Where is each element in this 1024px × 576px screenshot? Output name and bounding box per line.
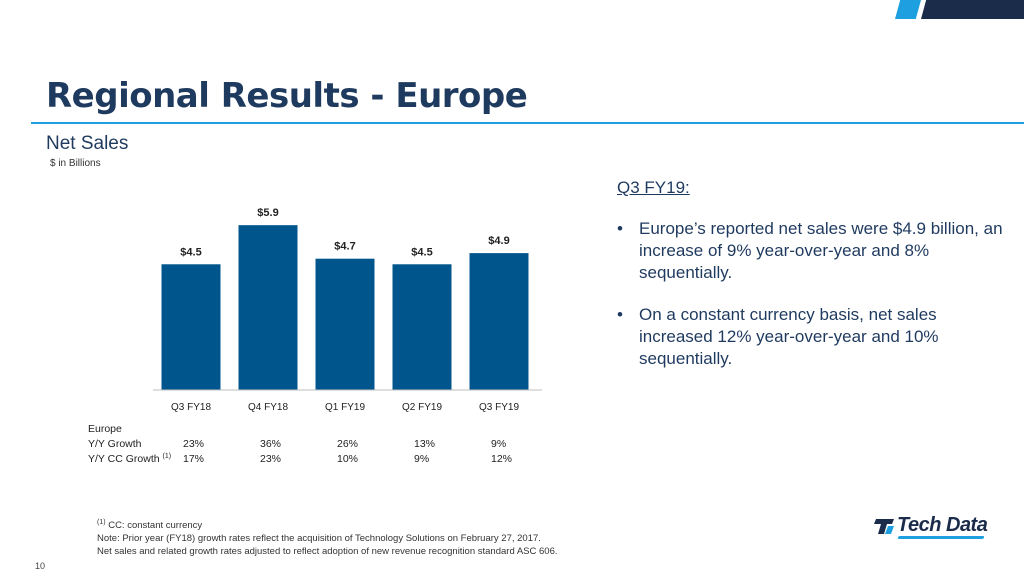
commentary-bullet: • On a constant currency basis, net sale… xyxy=(617,304,1007,370)
growth-cell: 13% xyxy=(414,438,436,450)
growth-row-label: Y/Y CC Growth (1) xyxy=(88,453,172,465)
growth-cell: 23% xyxy=(183,438,205,450)
growth-cell: 36% xyxy=(260,438,282,450)
bar-data-label: $4.7 xyxy=(334,241,355,253)
bar-q3-fy18 xyxy=(161,264,221,390)
growth-cell: 23% xyxy=(260,453,282,465)
commentary-bullet-text: Europe’s reported net sales were $4.9 bi… xyxy=(639,219,1003,282)
footnote-adoption: Net sales and related growth rates adjus… xyxy=(97,546,558,557)
footnote-ref: (1) xyxy=(162,453,172,460)
page-number: 10 xyxy=(35,561,46,571)
bar-data-label: $5.9 xyxy=(257,207,278,219)
growth-row-label: Y/Y Growth xyxy=(88,438,142,450)
footnotes: (1) CC: constant currency Note: Prior ye… xyxy=(97,516,558,558)
chart-subtitle: Net Sales xyxy=(46,133,129,154)
tech-data-logo-icon xyxy=(874,519,894,534)
growth-table-section-label: Europe xyxy=(88,423,122,435)
commentary-bullet-text: On a constant currency basis, net sales … xyxy=(639,305,939,368)
bullet-dot: • xyxy=(617,305,623,324)
commentary-heading: Q3 FY19: xyxy=(617,178,690,197)
commentary-bullets: • Europe’s reported net sales were $4.9 … xyxy=(617,218,1007,390)
x-tick-label: Q3 FY19 xyxy=(479,402,519,413)
footnote-prior-year: Note: Prior year (FY18) growth rates ref… xyxy=(97,533,541,544)
growth-cell: 12% xyxy=(491,453,513,465)
bar-data-label: $4.9 xyxy=(488,235,509,247)
x-tick-label: Q3 FY18 xyxy=(171,402,211,413)
tech-data-logo: Tech Data xyxy=(874,511,988,541)
header-accent-stripe xyxy=(895,0,921,19)
commentary-bullet: • Europe’s reported net sales were $4.9 … xyxy=(617,218,1007,284)
logo-wordmark: Tech Data xyxy=(897,514,988,536)
growth-cell: 10% xyxy=(337,453,359,465)
header-navy-stripe xyxy=(921,0,1024,19)
bar-q2-fy19 xyxy=(392,264,452,390)
bar-q3-fy19 xyxy=(469,253,529,390)
bar-data-label: $4.5 xyxy=(411,246,432,258)
growth-cell: 17% xyxy=(183,453,205,465)
growth-cell: 9% xyxy=(491,438,507,450)
bar-data-label: $4.5 xyxy=(180,246,201,258)
x-tick-label: Q2 FY19 xyxy=(402,402,442,413)
bullet-dot: • xyxy=(617,219,623,238)
unit-note: $ in Billions xyxy=(50,158,101,169)
page-title: Regional Results - Europe xyxy=(46,76,528,116)
growth-cell: 26% xyxy=(337,438,359,450)
bar-q1-fy19 xyxy=(315,258,375,390)
footnote-marker: (1) xyxy=(97,519,106,526)
x-tick-label: Q4 FY18 xyxy=(248,402,288,413)
footnote-cc: (1) CC: constant currency xyxy=(97,519,203,531)
title-divider xyxy=(31,122,1024,124)
x-tick-label: Q1 FY19 xyxy=(325,402,365,413)
bar-q4-fy18 xyxy=(238,225,298,390)
logo-swoosh xyxy=(897,536,985,539)
growth-cell: 9% xyxy=(414,453,430,465)
